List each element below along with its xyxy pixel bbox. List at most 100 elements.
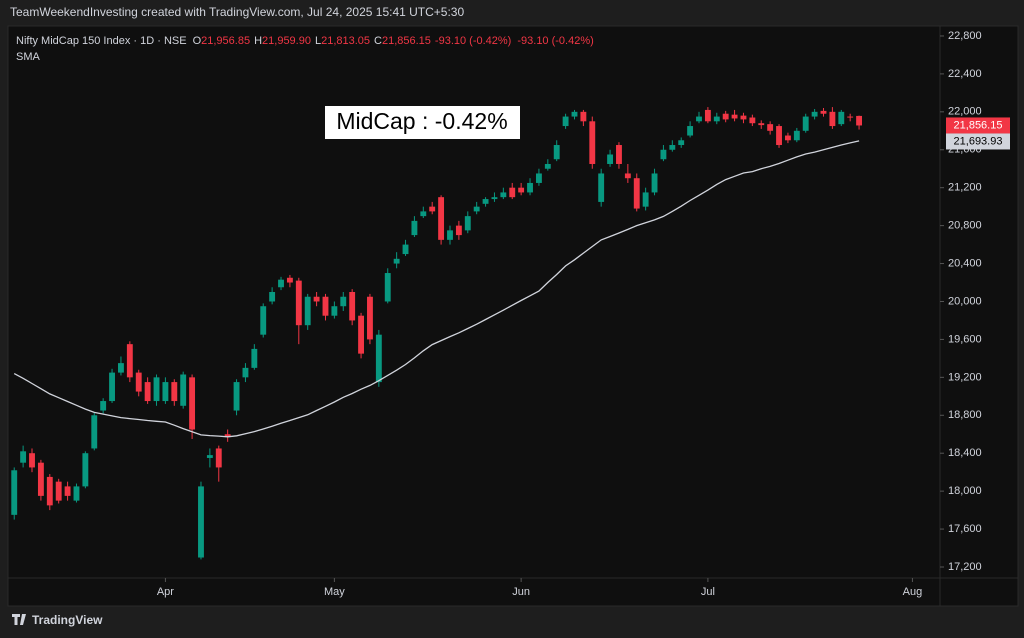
candle-body <box>464 216 471 231</box>
candle-body <box>411 220 418 236</box>
candle-body <box>20 451 27 463</box>
candle-body <box>776 126 782 146</box>
candle-body <box>491 197 498 200</box>
y-tick-label: 17,600 <box>948 523 982 535</box>
last-price-box <box>946 117 1010 134</box>
sma-price-label: 21,693.93 <box>954 135 1003 147</box>
candle-body <box>740 115 747 120</box>
candle-body <box>118 363 124 373</box>
candle-body <box>91 415 98 449</box>
candle-body <box>455 225 462 236</box>
indicator-label: SMA <box>16 51 41 63</box>
candle-body <box>838 111 845 125</box>
candle-body <box>206 455 213 458</box>
candle-body <box>598 173 605 202</box>
candle-body <box>109 372 115 402</box>
y-tick-label: 20,000 <box>948 295 982 307</box>
legend-value: 21,956.85 <box>201 35 250 47</box>
y-tick-label: 19,600 <box>948 333 982 345</box>
candle-body <box>215 448 222 468</box>
candle-body <box>758 123 765 126</box>
candle-body <box>473 206 480 212</box>
candle-body <box>749 117 756 124</box>
sma-line <box>13 140 860 438</box>
candle-body <box>304 296 311 326</box>
candle-body <box>55 481 62 501</box>
candle-body <box>358 315 364 354</box>
candle-body <box>180 374 187 406</box>
candle-body <box>384 273 391 302</box>
candle-body <box>811 111 818 117</box>
sma-price-box <box>946 133 1010 150</box>
candle-body <box>269 292 276 302</box>
candle-body <box>313 296 320 302</box>
candle-body <box>553 145 560 160</box>
candle-body <box>198 486 204 558</box>
legend-change: -93.10 (-0.42%) <box>517 35 593 47</box>
legend-change: -93.10 (-0.42%) <box>435 35 511 47</box>
candle-body <box>402 244 409 255</box>
candle-body <box>767 124 774 131</box>
candle-body <box>660 149 667 160</box>
candle-body <box>500 192 507 198</box>
candle-body <box>669 145 676 150</box>
candle-body <box>527 182 533 193</box>
candle-body <box>847 116 854 118</box>
candle-body <box>731 114 738 119</box>
candle-body <box>251 348 258 368</box>
candle-body <box>82 453 89 487</box>
candle-body <box>651 173 658 193</box>
attribution: TeamWeekendInvesting created with Tradin… <box>10 5 464 19</box>
candle-body <box>340 296 347 307</box>
candle-body <box>713 116 720 122</box>
candle-body <box>607 154 613 164</box>
candle-body <box>73 486 80 501</box>
candle-body <box>696 116 702 122</box>
candle-body <box>820 110 827 114</box>
candle-body <box>535 173 542 183</box>
legend-title: Nifty MidCap 150 Index · 1D · NSE <box>16 35 187 47</box>
x-tick-label: Jun <box>512 586 530 598</box>
y-tick-label: 19,200 <box>948 371 982 383</box>
candle-body <box>393 258 400 264</box>
logo-text: TradingView <box>32 613 103 627</box>
legend-value: 21,856.15 <box>382 35 431 47</box>
logo-icon <box>12 614 26 625</box>
candle-body <box>429 206 436 212</box>
candle-body <box>331 306 338 316</box>
last-price-label: 21,856.15 <box>954 119 1003 131</box>
candle-body <box>420 211 427 217</box>
candle-body <box>509 187 516 198</box>
candle-body <box>633 178 640 209</box>
candle-body <box>224 434 231 438</box>
candle-body <box>242 367 249 378</box>
candle-body <box>153 377 160 402</box>
candle-body <box>233 382 240 411</box>
candle-body <box>11 470 18 515</box>
y-tick-label: 18,000 <box>948 485 982 497</box>
legend-key: C <box>374 35 382 47</box>
y-tick-label: 17,200 <box>948 561 982 573</box>
candle-body <box>29 453 35 468</box>
candle-body <box>802 116 809 131</box>
y-tick-label: 22,800 <box>948 30 982 42</box>
candle-body <box>580 111 587 122</box>
y-tick-label: 18,800 <box>948 409 982 421</box>
candle-body <box>375 334 382 383</box>
candle-body <box>482 199 489 204</box>
candle-body <box>438 197 445 240</box>
x-tick-label: May <box>324 586 345 598</box>
y-tick-label: 21,200 <box>948 182 982 194</box>
legend-value: 21,813.05 <box>321 35 370 47</box>
candle-body <box>37 462 44 496</box>
candle-body <box>64 486 71 496</box>
annotation-box <box>325 106 520 139</box>
y-tick-label: 20,800 <box>948 220 982 232</box>
legend-key: H <box>254 35 262 47</box>
candle-body <box>518 187 525 193</box>
candle-body <box>678 140 685 146</box>
candle-body <box>544 163 551 169</box>
candle-body <box>189 377 196 430</box>
